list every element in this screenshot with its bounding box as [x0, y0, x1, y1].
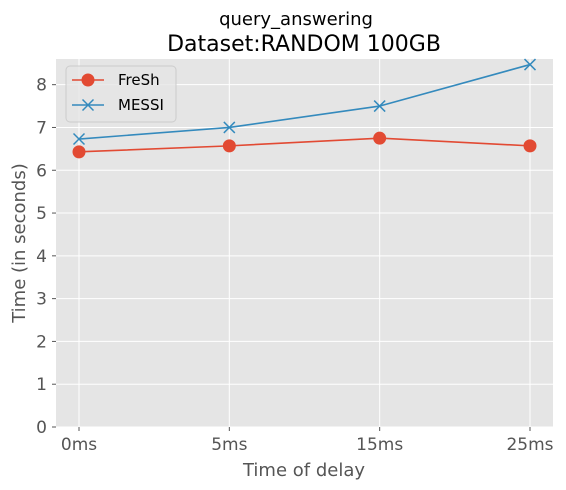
y-axis-label: Time (in seconds) [9, 163, 30, 324]
data-point-messi [373, 100, 386, 113]
y-tick-label: 0 [36, 418, 47, 438]
x-axis-label: Time of delay [242, 460, 365, 481]
series-line-fresh [78, 137, 531, 153]
axis-ticks: 0 1 2 3 4 5 6 7 8 0ms 5ms 15ms 25ms [36, 76, 553, 455]
x-tick-label: 5ms [211, 435, 247, 455]
data-point-messi [72, 132, 86, 146]
y-tick-label: 1 [36, 375, 47, 395]
y-tick-label: 5 [36, 204, 47, 224]
y-tick-label: 3 [36, 290, 47, 310]
data-point-messi [223, 121, 236, 134]
chart-title: query_answering [219, 9, 373, 30]
legend-entry-messi: MESSI [72, 96, 164, 114]
series-messi [72, 58, 537, 146]
data-point-fresh [373, 131, 387, 145]
legend-entry-fresh: FreSh [72, 71, 160, 89]
data-point-fresh [72, 145, 86, 159]
data-point-fresh [523, 139, 537, 153]
y-tick-label: 4 [36, 247, 47, 267]
data-point-fresh [222, 139, 236, 153]
legend-label: MESSI [118, 96, 164, 114]
series-lines [72, 58, 537, 159]
y-tick-label: 8 [36, 76, 47, 96]
x-tick-label: 25ms [506, 435, 553, 455]
x-tick-label: 15ms [356, 435, 403, 455]
data-point-messi [523, 58, 537, 71]
legend-marker [81, 73, 95, 87]
series-fresh [72, 131, 537, 159]
legend-marker [81, 98, 95, 112]
chart-subtitle: Dataset:RANDOM 100GB [167, 32, 441, 57]
x-tick-label: 0ms [61, 435, 97, 455]
y-tick-label: 6 [36, 161, 47, 181]
legend: FreSh MESSI [65, 65, 177, 123]
y-tick-label: 2 [36, 332, 47, 352]
series-line-messi [78, 63, 531, 140]
legend-label: FreSh [118, 71, 160, 89]
y-tick-label: 7 [36, 118, 47, 138]
